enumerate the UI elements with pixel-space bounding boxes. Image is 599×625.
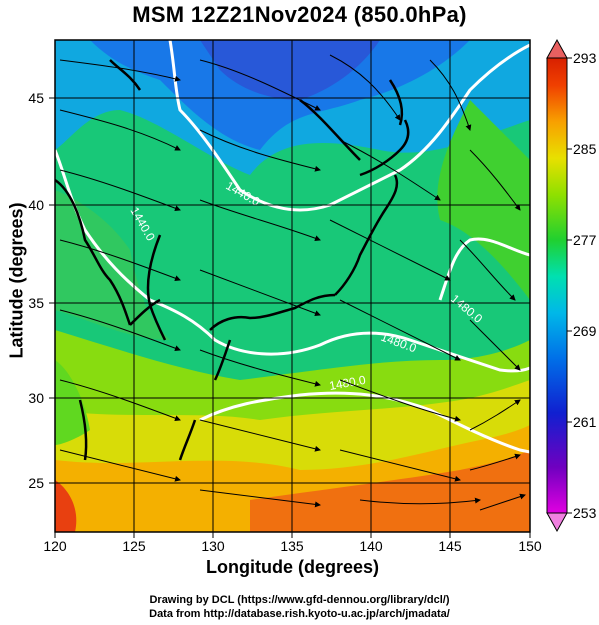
x-tick-label: 135 xyxy=(280,538,304,554)
y-tick-label: 25 xyxy=(28,475,44,491)
drawing-credit: Drawing by DCL (https://www.gfd-dennou.o… xyxy=(149,594,450,606)
colorbar-tick-label: 269 xyxy=(573,323,597,339)
y-axis-label: Latitude (degrees) xyxy=(6,202,27,359)
axis-tick-marks xyxy=(49,97,531,538)
colorbar-tick-label: 293 xyxy=(573,50,597,66)
map-title: MSM 12Z21Nov2024 (850.0hPa) xyxy=(132,2,467,27)
x-tick-label: 120 xyxy=(43,538,67,554)
colorbar-tick-label: 277 xyxy=(573,232,597,248)
x-tick-label: 145 xyxy=(438,538,462,554)
y-tick-label: 45 xyxy=(28,90,44,106)
x-tick-label: 125 xyxy=(122,538,146,554)
colorbar-bottom-arrow xyxy=(546,512,568,533)
colorbar-gradient xyxy=(546,57,568,514)
x-tick-label: 140 xyxy=(359,538,383,554)
y-tick-labels: 25 30 35 40 45 xyxy=(28,90,44,491)
wind-streamlines xyxy=(59,54,526,511)
data-credit: Data from http://database.rish.kyoto-u.a… xyxy=(149,608,450,620)
colorbar-tick-label: 253 xyxy=(573,505,597,521)
y-tick-label: 40 xyxy=(28,197,44,213)
colorbar-tick-label: 285 xyxy=(573,141,597,157)
y-tick-label: 30 xyxy=(28,390,44,406)
colorbar-tick-label: 261 xyxy=(573,414,597,430)
graticule xyxy=(55,40,530,532)
coastlines xyxy=(55,59,410,461)
colorbar-top-arrow xyxy=(546,38,568,59)
x-tick-label: 150 xyxy=(518,538,542,554)
x-tick-label: 130 xyxy=(201,538,225,554)
x-axis-label: Longitude (degrees) xyxy=(205,557,379,577)
x-tick-labels: 120 125 130 135 140 145 150 xyxy=(43,538,542,554)
colorbar: 293 285 277 269 261 253 xyxy=(546,38,597,533)
y-tick-label: 35 xyxy=(28,295,44,311)
